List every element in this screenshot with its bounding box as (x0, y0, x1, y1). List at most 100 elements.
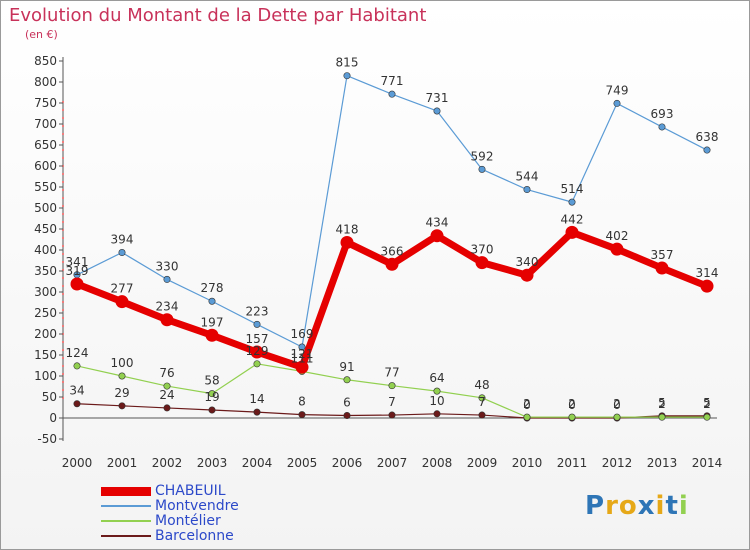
data-point (73, 362, 81, 370)
data-label: 2 (703, 397, 711, 411)
data-point (388, 411, 396, 419)
data-point (700, 279, 714, 293)
data-label: 418 (336, 222, 359, 236)
x-tick-label: 2008 (422, 456, 453, 470)
x-tick-label: 2003 (197, 456, 228, 470)
data-label: 0 (613, 398, 621, 412)
data-point (475, 256, 489, 270)
data-label: 749 (606, 83, 629, 97)
data-point (478, 165, 486, 173)
data-label: 341 (66, 255, 89, 269)
legend-swatch (101, 520, 151, 522)
data-label: 77 (384, 366, 399, 380)
y-tick-label: 750 (34, 96, 57, 110)
data-label: 34 (69, 384, 84, 398)
data-point (433, 387, 441, 395)
proxiti-logo: Proxiti (585, 491, 689, 521)
data-label: 223 (246, 304, 269, 318)
data-point (478, 411, 486, 419)
data-point (565, 225, 579, 239)
data-point (208, 406, 216, 414)
data-label: 693 (651, 107, 674, 121)
data-label: 234 (156, 300, 179, 314)
data-point (343, 411, 351, 419)
data-point (340, 235, 354, 249)
data-label: 370 (471, 243, 494, 257)
data-point (703, 413, 711, 421)
data-label: 330 (156, 259, 179, 273)
data-point (163, 404, 171, 412)
x-tick-label: 2012 (602, 456, 633, 470)
data-label: 434 (426, 216, 449, 230)
data-label: 278 (201, 281, 224, 295)
data-point (298, 343, 306, 351)
legend-swatch (101, 535, 151, 537)
data-label: 277 (111, 282, 134, 296)
data-label: 7 (478, 395, 486, 409)
data-point (433, 107, 441, 115)
data-point (295, 360, 309, 374)
legend-label: Montélier (155, 513, 221, 529)
y-tick-label: 850 (34, 54, 57, 68)
y-tick-label: 150 (34, 348, 57, 362)
chart-title: Evolution du Montant de la Dette par Hab… (9, 5, 427, 26)
x-tick-label: 2011 (557, 456, 588, 470)
data-point (433, 410, 441, 418)
data-label: 10 (429, 394, 444, 408)
data-label: 815 (336, 56, 359, 70)
data-label: 402 (606, 229, 629, 243)
data-label: 157 (246, 332, 269, 346)
data-point (250, 345, 264, 359)
data-point (298, 411, 306, 419)
data-point (160, 313, 174, 327)
logo-letter: x (637, 491, 656, 521)
data-point (73, 400, 81, 408)
data-label: 129 (246, 344, 269, 358)
y-tick-label: 650 (34, 138, 57, 152)
data-point (253, 408, 261, 416)
data-point (610, 242, 624, 256)
logo-letter: o (618, 491, 638, 521)
y-tick-label: 450 (34, 222, 57, 236)
data-point (205, 328, 219, 342)
x-tick-label: 2000 (62, 456, 93, 470)
x-tick-label: 2013 (647, 456, 678, 470)
data-point (658, 413, 666, 421)
data-label: 111 (291, 351, 314, 365)
data-label: 0 (523, 398, 531, 412)
legend-label: Barcelonne (155, 528, 234, 544)
data-label: 121 (291, 347, 314, 361)
data-point (655, 261, 669, 275)
data-label: 731 (426, 91, 449, 105)
chart-legend: CHABEUIL Montvendre Montélier Barcelonne (101, 484, 361, 544)
data-labels-layer: 3192772341971571214183664343703404424023… (66, 56, 719, 412)
y-tick-label: 550 (34, 180, 57, 194)
chart-axes: 8508007507006506005505004504003503002502… (34, 54, 722, 470)
data-label: 442 (561, 212, 584, 226)
data-label: 124 (66, 346, 89, 360)
data-point (388, 90, 396, 98)
data-point (253, 320, 261, 328)
data-label: 64 (429, 371, 444, 385)
data-label: 2 (568, 397, 576, 411)
y-tick-label: 50 (42, 390, 57, 404)
y-tick-label: 800 (34, 75, 57, 89)
data-label: 544 (516, 170, 539, 184)
y-tick-label: 600 (34, 159, 57, 173)
data-label: 394 (111, 233, 134, 247)
x-tick-label: 2002 (152, 456, 183, 470)
data-label: 357 (651, 248, 674, 262)
data-label: 366 (381, 244, 404, 258)
data-point (118, 402, 126, 410)
data-label: 340 (516, 255, 539, 269)
data-label: 314 (696, 266, 719, 280)
data-point (523, 413, 531, 421)
data-point (163, 382, 171, 390)
data-label: 2 (658, 397, 666, 411)
y-tick-label: 200 (34, 327, 57, 341)
data-point (613, 413, 621, 421)
data-point (118, 372, 126, 380)
series-layer (70, 72, 714, 422)
x-tick-label: 2006 (332, 456, 363, 470)
